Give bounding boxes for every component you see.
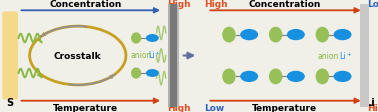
Bar	[177, 4, 179, 108]
Ellipse shape	[131, 68, 141, 79]
Text: High: High	[167, 0, 190, 9]
Ellipse shape	[222, 69, 236, 85]
Text: +: +	[154, 51, 159, 56]
Text: Li: Li	[148, 51, 155, 60]
Text: Concentration: Concentration	[49, 0, 121, 9]
Circle shape	[240, 30, 258, 41]
Ellipse shape	[316, 27, 329, 43]
Circle shape	[333, 71, 352, 82]
Text: High: High	[167, 103, 190, 112]
Circle shape	[287, 30, 305, 41]
Text: Temperature: Temperature	[252, 103, 317, 112]
Text: anion: anion	[130, 51, 152, 60]
Text: anion: anion	[318, 52, 339, 60]
Text: High: High	[204, 0, 228, 9]
Text: S: S	[7, 98, 14, 108]
Text: Temperature: Temperature	[53, 103, 118, 112]
Text: Li: Li	[167, 98, 177, 108]
Bar	[168, 4, 170, 108]
Ellipse shape	[316, 69, 329, 85]
Circle shape	[146, 69, 159, 77]
Ellipse shape	[222, 27, 236, 43]
Circle shape	[146, 35, 159, 43]
Text: Crosstalk: Crosstalk	[54, 52, 102, 60]
Text: Concentration: Concentration	[248, 0, 321, 9]
Circle shape	[333, 30, 352, 41]
Text: +: +	[346, 51, 351, 56]
Text: Low: Low	[367, 0, 378, 9]
Text: Li: Li	[339, 52, 346, 60]
FancyBboxPatch shape	[2, 12, 18, 100]
Bar	[170, 4, 177, 108]
Text: Low: Low	[204, 103, 224, 112]
Text: High: High	[367, 103, 378, 112]
Circle shape	[240, 71, 258, 82]
Text: Li: Li	[365, 98, 375, 108]
Ellipse shape	[269, 27, 282, 43]
Circle shape	[287, 71, 305, 82]
Ellipse shape	[131, 33, 141, 44]
Ellipse shape	[269, 69, 282, 85]
